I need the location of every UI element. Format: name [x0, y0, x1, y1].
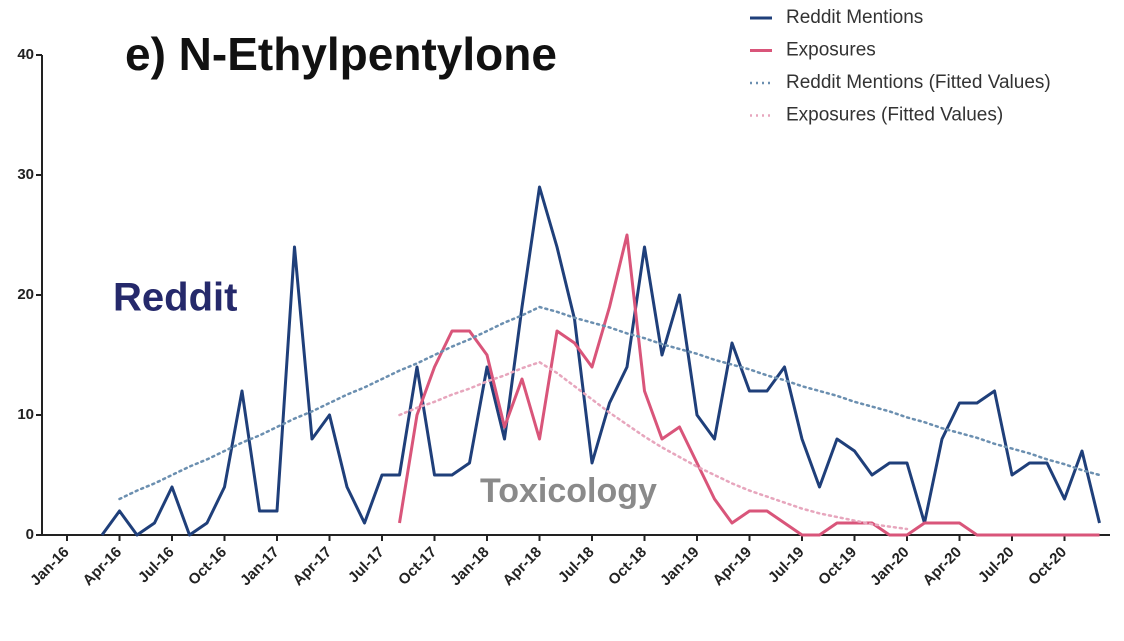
x-tick-label: Oct-18: [605, 544, 650, 589]
x-tick-label: Oct-20: [1025, 544, 1070, 589]
legend-label: Reddit Mentions: [786, 7, 923, 28]
annotation: Toxicology: [480, 472, 657, 510]
y-tick-label: 20: [17, 286, 34, 303]
x-tick-label: Apr-17: [290, 544, 336, 590]
x-tick-label: Jan-18: [447, 544, 493, 590]
series-line: [100, 185, 1101, 537]
legend-label: Exposures: [786, 40, 876, 61]
x-tick-label: Jul-16: [135, 544, 178, 587]
y-tick-label: 30: [17, 166, 34, 183]
y-tick-label: 0: [26, 526, 34, 543]
x-tick-label: Apr-19: [710, 544, 756, 590]
legend-label: Exposures (Fitted Values): [786, 105, 1003, 126]
y-tick-label: 40: [17, 46, 34, 63]
series-line: [398, 233, 1100, 537]
x-tick-label: Jan-20: [867, 544, 913, 590]
x-tick-label: Oct-16: [185, 544, 230, 589]
x-tick-label: Jan-16: [27, 544, 73, 590]
x-tick-label: Jan-19: [657, 544, 703, 590]
x-tick-label: Jul-19: [765, 544, 808, 587]
x-tick-label: Jul-20: [975, 544, 1018, 587]
series-line: [398, 360, 909, 531]
x-tick-label: Apr-20: [920, 544, 966, 590]
x-tick-label: Apr-16: [80, 544, 126, 590]
series-line: [118, 305, 1101, 501]
x-tick-label: Jul-17: [345, 544, 388, 587]
x-tick-label: Oct-19: [815, 544, 860, 589]
chart-title: e) N-Ethylpentylone: [125, 28, 557, 80]
x-tick-label: Apr-18: [500, 544, 546, 590]
x-tick-label: Jul-18: [555, 544, 598, 587]
x-tick-label: Jan-17: [237, 544, 283, 590]
x-tick-label: Oct-17: [395, 544, 440, 589]
annotation: Reddit: [113, 276, 237, 320]
y-tick-label: 10: [17, 406, 34, 423]
legend-label: Reddit Mentions (Fitted Values): [786, 72, 1051, 93]
